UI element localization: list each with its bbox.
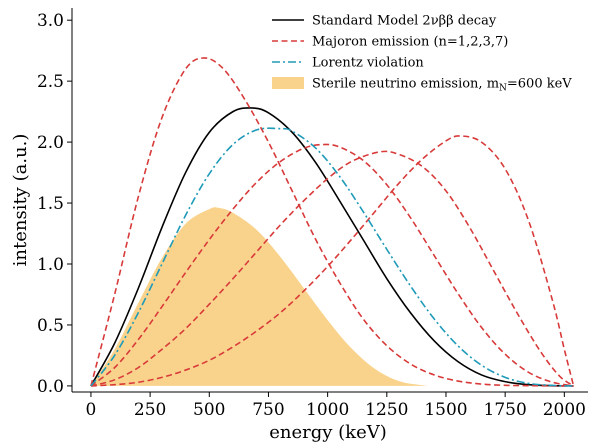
x-ticks: 0 250 500 750 1000 1250 1500 1750 2000 xyxy=(86,392,586,420)
series-majoron-n2-line xyxy=(90,143,574,387)
y-tick-label: 2.0 xyxy=(37,133,64,153)
y-tick-label: 0.5 xyxy=(37,316,64,336)
axes xyxy=(71,8,588,393)
legend-label: Majoron emission (n=1,2,3,7) xyxy=(312,35,508,50)
x-tick-label: 750 xyxy=(252,400,284,420)
legend-swatch xyxy=(272,77,304,89)
legend-label: Standard Model 2νββ decay xyxy=(312,14,497,29)
y-tick-label: 3.0 xyxy=(37,11,64,31)
x-tick-label: 500 xyxy=(193,400,225,420)
series-majoron-n1-line xyxy=(90,57,574,387)
series-standard-model-line xyxy=(90,107,574,387)
x-axis-label: energy (keV) xyxy=(269,422,387,443)
x-tick-label: 1750 xyxy=(484,400,527,420)
x-tick-label: 0 xyxy=(86,400,97,420)
y-axis-label: intensity (a.u.) xyxy=(10,134,31,267)
x-tick-label: 250 xyxy=(134,400,166,420)
x-tick-label: 2000 xyxy=(543,400,586,420)
series-majoron-n7-line xyxy=(90,135,575,387)
x-tick-label: 1250 xyxy=(365,400,408,420)
x-tick-label: 1500 xyxy=(424,400,467,420)
y-tick-label: 1.0 xyxy=(37,255,64,275)
series-sterile-neutrino-fill xyxy=(90,207,432,386)
legend-label: Sterile neutrino emission, mN=600 keV xyxy=(312,77,572,94)
plot-area xyxy=(90,57,575,387)
x-tick-label: 1000 xyxy=(306,400,349,420)
y-tick-label: 0.0 xyxy=(37,377,64,397)
y-tick-label: 2.5 xyxy=(37,72,64,92)
legend-label: Lorentz violation xyxy=(312,56,424,71)
series-lorentz-violation-line xyxy=(90,127,574,387)
y-tick-label: 1.5 xyxy=(37,194,64,214)
y-ticks: 0.0 0.5 1.0 1.5 2.0 2.5 3.0 xyxy=(37,11,72,397)
series-majoron-n3-line xyxy=(90,150,575,387)
legend: Standard Model 2νββ decay Majoron emissio… xyxy=(272,14,572,94)
